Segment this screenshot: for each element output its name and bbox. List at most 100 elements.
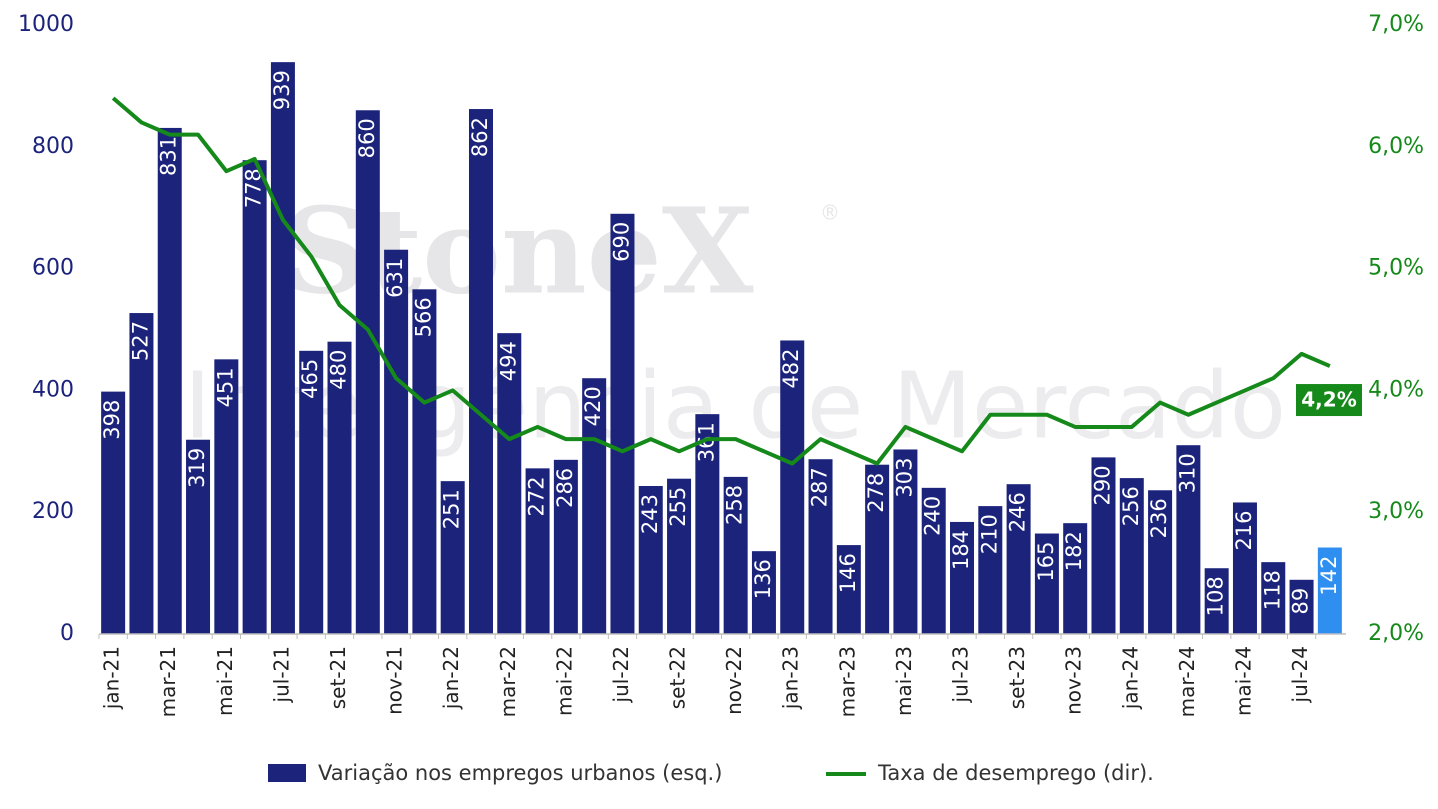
bar <box>214 359 239 634</box>
x-tick-label: jul-22 <box>609 646 633 703</box>
bar <box>1261 562 1286 634</box>
y-tick-label: 0 <box>60 621 74 646</box>
x-tick-label: set-23 <box>1005 646 1029 709</box>
bar <box>299 350 324 634</box>
bar-value-label: 319 <box>185 448 209 488</box>
bar <box>978 506 1003 634</box>
bar <box>610 213 635 635</box>
bar-value-label: 246 <box>1006 492 1030 532</box>
x-tick-label: nov-22 <box>722 646 746 715</box>
bar-value-label: 398 <box>100 400 124 440</box>
x-tick-label: mai-23 <box>892 646 916 716</box>
bar <box>836 545 861 634</box>
bar-value-label: 240 <box>921 496 945 536</box>
bar-value-label: 184 <box>949 530 973 570</box>
bar-value-label: 278 <box>864 473 888 513</box>
bar-value-label: 310 <box>1175 453 1199 493</box>
bar-value-label: 566 <box>411 297 435 337</box>
bar <box>186 439 211 634</box>
bar <box>1317 547 1342 634</box>
bar-value-label: 210 <box>977 514 1001 554</box>
bar <box>780 340 805 634</box>
bar <box>412 289 437 634</box>
x-tick-label: nov-23 <box>1062 646 1086 715</box>
bar-value-label: 258 <box>723 485 747 525</box>
y-tick-label: 600 <box>32 256 74 281</box>
bar-value-label: 136 <box>751 559 775 599</box>
bar <box>101 391 126 634</box>
bar-value-label: 939 <box>270 70 294 110</box>
bar-value-label: 165 <box>1034 542 1058 582</box>
bar <box>950 521 975 634</box>
bar <box>384 249 409 634</box>
x-tick-label: jan-23 <box>779 646 803 710</box>
y2-tick-label: 2,0% <box>1368 621 1424 646</box>
bar-value-label: 860 <box>355 118 379 158</box>
bar-value-label: 690 <box>609 222 633 262</box>
bar <box>1148 490 1173 634</box>
x-tick-label: set-21 <box>326 646 350 709</box>
bar <box>865 464 890 634</box>
x-tick-label: jan-24 <box>1118 646 1142 710</box>
y-tick-label: 400 <box>32 377 74 402</box>
bar-value-label: 108 <box>1204 576 1228 616</box>
bar <box>440 481 465 634</box>
bar <box>242 160 267 634</box>
bar-value-label: 831 <box>157 136 181 176</box>
bar-value-label: 256 <box>1119 486 1143 526</box>
bar-value-label: 272 <box>525 476 549 516</box>
bar <box>497 333 522 634</box>
bar <box>1204 568 1229 634</box>
bar-value-label: 482 <box>779 348 803 388</box>
bar-value-label: 255 <box>666 487 690 527</box>
legend-label: Variação nos empregos urbanos (esq.) <box>318 761 722 785</box>
bar <box>1034 533 1059 634</box>
legend-label: Taxa de desemprego (dir). <box>877 761 1154 785</box>
bar-value-label: 862 <box>468 117 492 157</box>
bar <box>893 449 918 634</box>
y2-tick-label: 4,0% <box>1368 377 1424 402</box>
bar <box>468 109 493 635</box>
x-tick-label: mai-22 <box>552 646 576 716</box>
x-tick-label: mar-24 <box>1175 646 1199 717</box>
watermark: StoneX <box>283 182 754 321</box>
bar <box>327 341 352 634</box>
end-label-box <box>1296 384 1362 417</box>
bar <box>157 127 182 635</box>
y2-tick-label: 6,0% <box>1368 134 1424 159</box>
bar <box>582 378 607 634</box>
bar-value-label: 89 <box>1289 588 1313 615</box>
legend-swatch <box>268 764 306 782</box>
x-tick-label: jan-21 <box>100 646 124 710</box>
bar-value-label: 216 <box>1232 510 1256 550</box>
bar <box>1063 523 1088 634</box>
bar-value-label: 146 <box>836 553 860 593</box>
x-tick-label: mai-21 <box>213 646 237 716</box>
bar-value-label: 465 <box>298 359 322 399</box>
unemployment-line <box>111 96 1331 466</box>
bar-value-label: 494 <box>496 341 520 381</box>
bar-value-label: 182 <box>1062 531 1086 571</box>
bar <box>1119 478 1144 634</box>
watermark: ® <box>820 201 840 225</box>
x-tick-label: mai-24 <box>1231 646 1255 716</box>
bar <box>695 414 720 634</box>
bar-value-label: 631 <box>383 258 407 298</box>
bar <box>723 476 748 634</box>
bar-value-label: 420 <box>581 386 605 426</box>
x-tick-label: jul-23 <box>949 646 973 703</box>
bar <box>1289 579 1314 634</box>
x-tick-label: mar-22 <box>496 646 520 717</box>
bar-value-label: 303 <box>892 457 916 497</box>
bar-value-label: 236 <box>1147 498 1171 538</box>
y2-tick-label: 5,0% <box>1368 256 1424 281</box>
x-tick-label: jul-24 <box>1288 646 1312 703</box>
y-tick-label: 800 <box>32 134 74 159</box>
bar-value-label: 451 <box>213 367 237 407</box>
y-tick-label: 200 <box>32 499 74 524</box>
y2-tick-label: 3,0% <box>1368 499 1424 524</box>
bar <box>270 62 295 635</box>
bar-value-label: 286 <box>553 468 577 508</box>
bar-value-label: 142 <box>1317 556 1341 596</box>
